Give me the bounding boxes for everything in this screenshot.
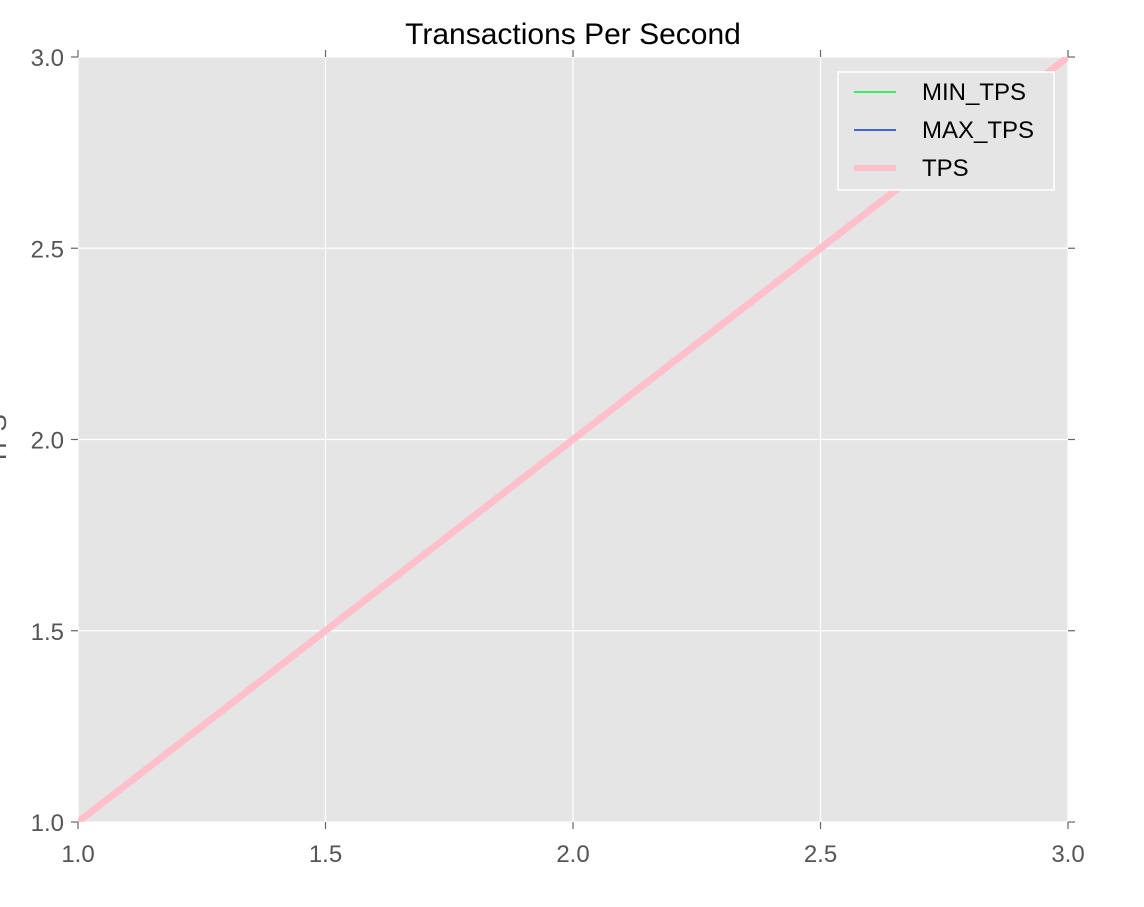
legend-label-max-tps: MAX_TPS <box>922 117 1034 144</box>
x-tick-label: 1.5 <box>309 841 342 868</box>
y-tick-label: 2.5 <box>31 236 64 263</box>
x-tick-label: 2.0 <box>556 841 589 868</box>
x-tick-label: 3.0 <box>1051 841 1084 868</box>
legend: MIN_TPS MAX_TPS TPS <box>837 71 1055 191</box>
y-tick-label: 2.0 <box>31 428 64 455</box>
y-axis-label: TPS <box>0 414 12 465</box>
legend-label-tps: TPS <box>922 155 969 182</box>
legend-label-min-tps: MIN_TPS <box>922 79 1026 106</box>
axis-ticks <box>71 50 1075 829</box>
y-tick-label: 1.5 <box>31 619 64 646</box>
y-tick-label: 1.0 <box>31 810 64 837</box>
tick-labels: 1.0 1.5 2.0 2.5 3.0 1.0 1.5 2.0 2.5 3.0 <box>31 45 1085 868</box>
x-tick-label: 1.0 <box>61 841 94 868</box>
y-tick-label: 3.0 <box>31 45 64 72</box>
chart-title: Transactions Per Second <box>405 18 741 51</box>
x-tick-label: 2.5 <box>804 841 837 868</box>
